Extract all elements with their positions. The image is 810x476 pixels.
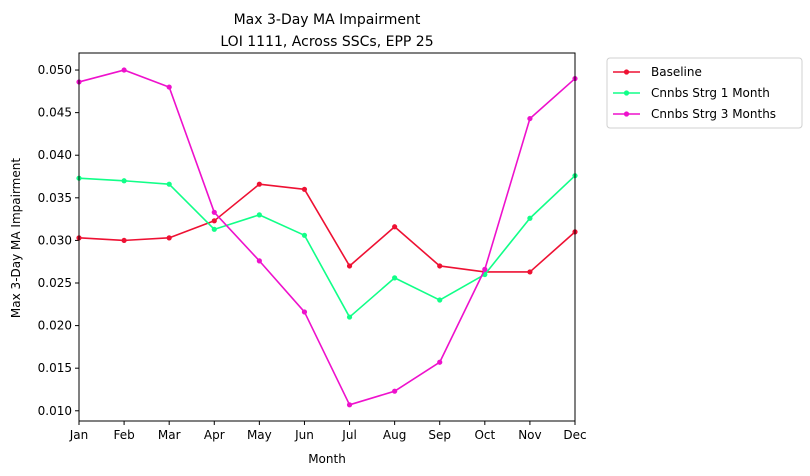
x-axis-label: Month xyxy=(308,452,346,466)
legend-marker-baseline xyxy=(623,69,630,75)
data-point-cnnbs-strg-3-months xyxy=(482,266,488,272)
data-point-cnnbs-strg-1-month xyxy=(392,275,398,281)
data-point-baseline xyxy=(527,269,533,275)
legend: Baseline Cnnbs Strg 1 Month Cnnbs Strg 3 M… xyxy=(606,57,803,129)
data-point-baseline xyxy=(256,181,262,187)
x-tick-label: Sep xyxy=(428,428,451,442)
x-tick-label: Mar xyxy=(158,428,181,442)
chart-title: Max 3-Day MA Impairment xyxy=(234,12,421,28)
y-axis: 0.010 0.015 0.020 0.025 0.030 0.035 0.040 0.045… xyxy=(38,63,79,418)
x-tick-label: Jan xyxy=(69,428,89,442)
series-line-cnnbs-strg-1-month xyxy=(78,175,576,318)
data-point-baseline xyxy=(166,235,172,241)
data-point-cnnbs-strg-1-month xyxy=(437,297,443,303)
data-point-cnnbs-strg-3-months xyxy=(392,388,398,394)
data-point-cnnbs-strg-1-month xyxy=(256,212,262,218)
legend-marker-cnnbs-strg-1-month xyxy=(623,90,630,96)
data-point-baseline xyxy=(346,263,353,269)
legend-label-baseline: Baseline xyxy=(651,65,702,79)
x-tick-label: Aug xyxy=(383,428,406,442)
legend-label-cnnbs-strg-1-month: Cnnbs Strg 1 Month xyxy=(651,86,770,100)
data-point-cnnbs-strg-3-months xyxy=(437,359,443,365)
data-point-cnnbs-strg-1-month xyxy=(121,178,127,184)
data-point-cnnbs-strg-3-months xyxy=(211,209,217,215)
data-point-cnnbs-strg-3-months xyxy=(301,309,308,315)
data-point-cnnbs-strg-3-months xyxy=(346,402,353,408)
data-point-cnnbs-strg-1-month xyxy=(166,181,172,187)
y-tick-label: 0.010 xyxy=(38,404,72,418)
x-tick-label: Jul xyxy=(341,428,356,442)
data-point-cnnbs-strg-1-month xyxy=(527,215,533,221)
data-point-cnnbs-strg-1-month xyxy=(211,226,217,232)
data-point-cnnbs-strg-3-months xyxy=(256,258,262,264)
y-tick-label: 0.020 xyxy=(38,319,72,333)
y-tick-label: 0.045 xyxy=(38,106,72,120)
x-tick-label: Apr xyxy=(204,428,225,442)
y-tick-label: 0.030 xyxy=(38,233,72,247)
y-tick-label: 0.025 xyxy=(38,276,72,290)
x-tick-label: May xyxy=(247,428,272,442)
data-point-baseline xyxy=(301,186,308,192)
series-line-cnnbs-strg-3-months xyxy=(78,69,576,406)
legend-box xyxy=(606,57,803,129)
data-point-baseline xyxy=(211,218,217,224)
x-tick-label: Dec xyxy=(563,428,586,442)
data-point-cnnbs-strg-1-month xyxy=(346,314,353,320)
y-tick-label: 0.040 xyxy=(38,148,72,162)
legend-marker-cnnbs-strg-3-months xyxy=(623,111,630,117)
data-point-cnnbs-strg-3-months xyxy=(121,67,127,73)
y-tick-label: 0.035 xyxy=(38,191,72,205)
y-tick-label: 0.050 xyxy=(38,63,72,77)
data-point-cnnbs-strg-1-month xyxy=(301,232,308,238)
legend-label-cnnbs-strg-3-months: Cnnbs Strg 3 Months xyxy=(651,107,776,121)
x-axis: Jan Feb Mar Apr May Jun Jul Aug Sep Oct Nov Dec xyxy=(69,421,587,442)
data-point-baseline xyxy=(437,263,443,269)
x-tick-label: Nov xyxy=(518,428,541,442)
data-point-baseline xyxy=(392,224,398,230)
series-line-baseline xyxy=(78,183,576,273)
y-tick-label: 0.015 xyxy=(38,361,72,375)
data-point-cnnbs-strg-3-months xyxy=(527,115,533,122)
x-tick-label: Jun xyxy=(294,428,314,442)
x-tick-label: Oct xyxy=(474,428,495,442)
data-point-cnnbs-strg-3-months xyxy=(166,84,172,90)
plot-series xyxy=(76,67,578,408)
chart-subtitle: LOI 1111, Across SSCs, EPP 25 xyxy=(220,34,433,50)
x-tick-label: Feb xyxy=(113,428,134,442)
y-axis-label: Max 3-Day MA Impairment xyxy=(9,158,23,318)
data-point-baseline xyxy=(121,237,127,244)
plot-area-frame xyxy=(78,52,576,422)
